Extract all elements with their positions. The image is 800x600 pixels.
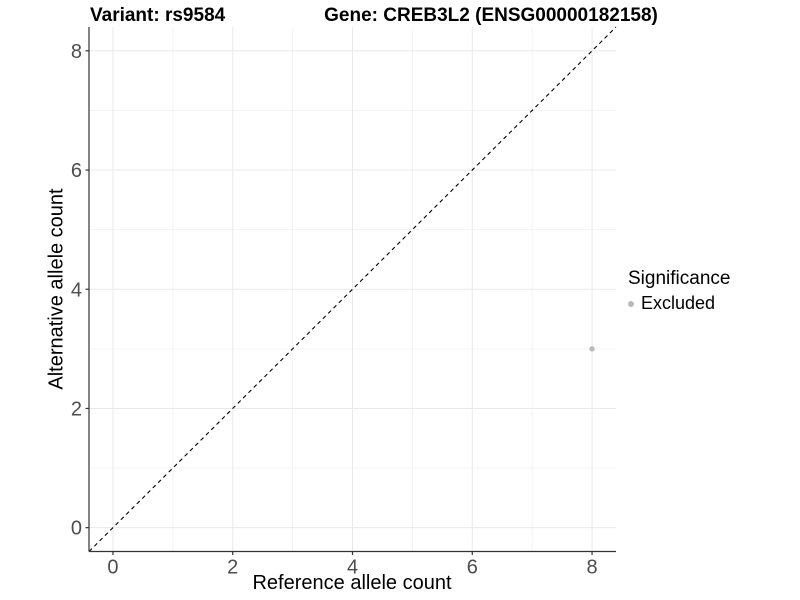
- y-tick-label: 0: [71, 518, 82, 540]
- x-tick-label: 0: [107, 557, 118, 579]
- x-tick-label: 6: [467, 557, 478, 579]
- legend-item-label: Excluded: [641, 293, 716, 313]
- x-tick-label: 8: [586, 557, 597, 579]
- plot-title-variant: Variant: rs9584: [90, 5, 226, 26]
- legend-title: Significance: [628, 268, 731, 289]
- x-tick-label: 2: [227, 557, 238, 579]
- y-tick-label: 4: [71, 279, 82, 301]
- y-tick-label: 8: [71, 41, 82, 63]
- legend-item-excluded: Excluded: [628, 293, 730, 314]
- legend-point-icon: [628, 300, 634, 307]
- y-tick-label: 2: [71, 398, 82, 420]
- y-tick-label: 6: [71, 160, 82, 182]
- identity-reference-line: [88, 26, 617, 552]
- y-axis-title: Alternative allele count: [45, 188, 68, 390]
- x-axis-title: Reference allele count: [252, 572, 452, 594]
- data-point: [589, 346, 595, 352]
- x-tick-label: 4: [347, 557, 358, 579]
- plot-title-gene: Gene: CREB3L2 (ENSG00000182158): [324, 5, 658, 26]
- legend: Significance Excluded: [628, 268, 730, 314]
